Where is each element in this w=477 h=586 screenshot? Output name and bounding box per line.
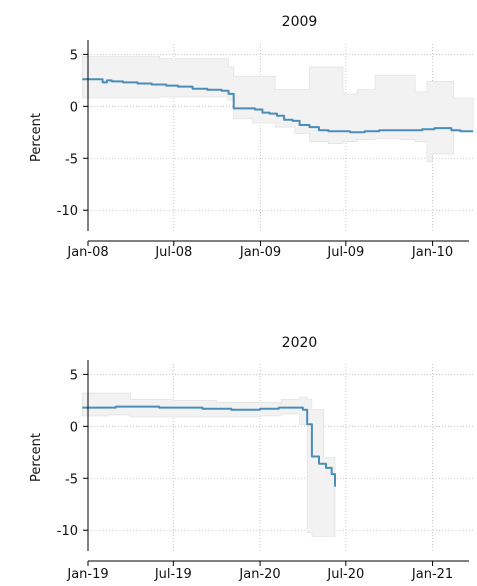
- y-axis-label: Percent: [29, 433, 44, 482]
- y-tick-label: -10: [57, 524, 78, 539]
- x-tick-label: Jan-09: [239, 245, 281, 260]
- chart-panel-2020: 2020 Percent 5 0 -5 -10 Jan-19 Jul-19 Jan-20 Jul-…: [29, 335, 475, 582]
- x-tick-label: Jan-08: [66, 245, 108, 260]
- y-tick-label: 0: [70, 420, 78, 435]
- y-tick-label: -5: [65, 152, 78, 167]
- y-tick-label: 5: [70, 48, 78, 63]
- x-tick-label: Jan-21: [411, 567, 453, 582]
- chart-panel-2009: 2009 Percent 5 0 -5 -10 Jan-08 Jul-08 Jan-09 Jul-…: [29, 14, 475, 260]
- chart-title: 2009: [282, 14, 318, 30]
- confidence-band: [82, 392, 336, 537]
- x-tick-label: Jul-19: [154, 567, 192, 582]
- x-tick-label: Jan-10: [411, 245, 453, 260]
- y-tick-label: -5: [65, 472, 78, 487]
- x-tick-label: Jul-08: [154, 245, 192, 260]
- x-tick-label: Jul-20: [326, 567, 364, 582]
- chart-title: 2020: [282, 335, 318, 351]
- y-tick-label: 5: [70, 368, 78, 383]
- y-tick-label: 0: [70, 100, 78, 115]
- y-tick-label: -10: [57, 204, 78, 219]
- x-tick-label: Jul-09: [326, 245, 364, 260]
- x-tick-label: Jan-19: [66, 567, 108, 582]
- confidence-band: [82, 56, 474, 162]
- series-line: [82, 405, 336, 487]
- series-line: [82, 78, 474, 134]
- y-axis-label: Percent: [29, 113, 44, 162]
- x-tick-label: Jan-20: [238, 567, 280, 582]
